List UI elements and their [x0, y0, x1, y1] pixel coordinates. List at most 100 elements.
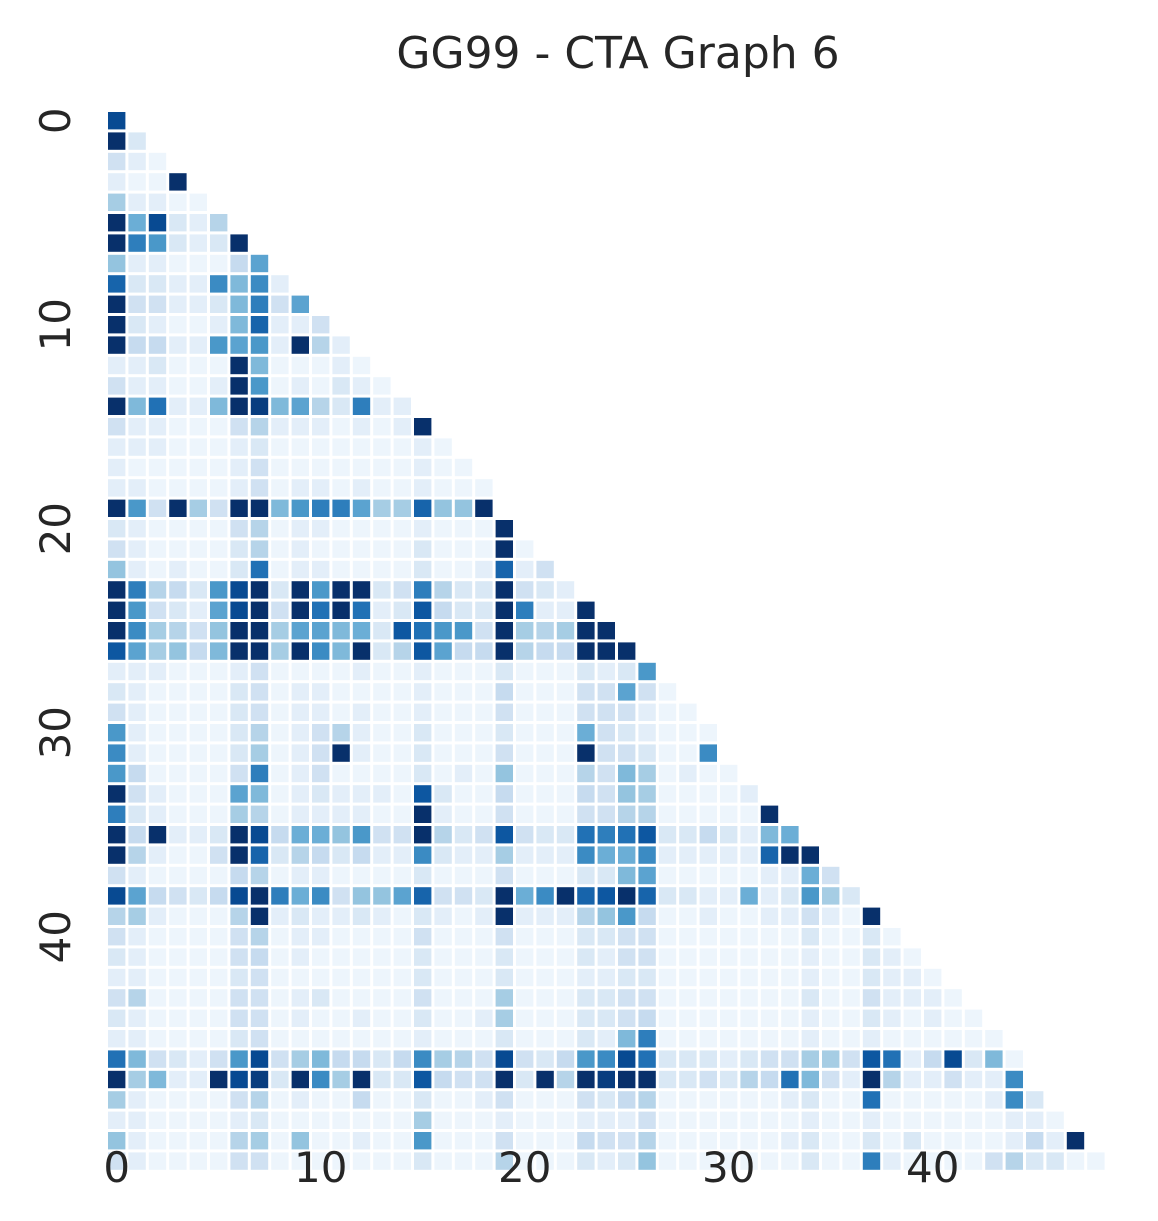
heatmap-cell — [250, 438, 269, 456]
heatmap-cell — [352, 520, 371, 538]
heatmap-cell — [148, 846, 167, 864]
heatmap-cell — [618, 989, 636, 1007]
heatmap-cell — [985, 1030, 1003, 1048]
heatmap-cell — [393, 989, 411, 1007]
heatmap-cell — [760, 805, 779, 823]
heatmap-cell — [434, 499, 452, 517]
heatmap-cell — [679, 1070, 697, 1089]
heatmap-cell — [658, 846, 677, 864]
heatmap-cell — [862, 928, 881, 946]
heatmap-cell — [128, 1009, 146, 1027]
heatmap-cell — [822, 1152, 840, 1170]
heatmap-cell — [1005, 1091, 1023, 1109]
heatmap-cell — [414, 438, 432, 456]
heatmap-cell — [271, 1030, 289, 1048]
heatmap-cell — [169, 785, 187, 803]
heatmap-cell — [291, 662, 309, 681]
heatmap-cell — [189, 336, 207, 354]
heatmap-cell — [577, 805, 595, 823]
heatmap-cell — [454, 703, 473, 721]
heatmap-cell — [536, 703, 554, 721]
heatmap-cell — [597, 1009, 615, 1027]
heatmap-cell — [210, 866, 228, 885]
heatmap-cell — [760, 907, 779, 925]
heatmap-cell — [332, 438, 350, 456]
heatmap-cell — [373, 948, 391, 966]
heatmap-cell — [414, 703, 432, 721]
heatmap-cell — [536, 1070, 554, 1089]
heatmap-cell — [332, 724, 350, 742]
heatmap-cell — [556, 642, 575, 660]
heatmap-cell — [128, 928, 146, 946]
heatmap-cell — [291, 1009, 309, 1027]
heatmap-cell — [679, 907, 697, 925]
heatmap-cell — [475, 479, 493, 497]
heatmap-cell — [862, 1091, 881, 1109]
heatmap-cell — [373, 1030, 391, 1048]
heatmap-cell — [414, 581, 432, 599]
heatmap-cell — [373, 540, 391, 558]
heatmap-cell — [169, 1030, 187, 1048]
heatmap-cell — [108, 520, 126, 538]
heatmap-cell — [536, 560, 554, 579]
heatmap-cell — [210, 724, 228, 742]
heatmap-cell — [352, 642, 371, 660]
heatmap-cell — [454, 1050, 473, 1068]
heatmap-cell — [128, 438, 146, 456]
heatmap-cell — [250, 581, 269, 599]
heatmap-cell — [189, 1111, 207, 1129]
heatmap-cell — [250, 907, 269, 925]
heatmap-cell — [230, 622, 248, 640]
heatmap-cell — [434, 785, 452, 803]
heatmap-cell — [189, 866, 207, 885]
heatmap-cell — [312, 724, 330, 742]
heatmap-cell — [332, 377, 350, 395]
heatmap-cell — [108, 622, 126, 640]
heatmap-cell — [373, 662, 391, 681]
heatmap-cell — [332, 1030, 350, 1048]
heatmap-cell — [556, 1030, 575, 1048]
heatmap-cell — [454, 1152, 473, 1170]
heatmap-cell — [291, 622, 309, 640]
heatmap-cell — [638, 968, 656, 987]
heatmap-cell — [128, 846, 146, 864]
heatmap-cell — [312, 438, 330, 456]
heatmap-cell — [699, 1070, 717, 1089]
heatmap-cell — [128, 622, 146, 640]
heatmap-cell — [189, 683, 207, 701]
heatmap-cell — [332, 336, 350, 354]
heatmap-cell — [638, 1111, 656, 1129]
heatmap-cell — [434, 1030, 452, 1048]
heatmap-cell — [128, 785, 146, 803]
heatmap-cell — [393, 785, 411, 803]
heatmap-cell — [434, 1070, 452, 1089]
heatmap-cell — [516, 826, 534, 844]
heatmap-cell — [189, 397, 207, 415]
heatmap-cell — [210, 479, 228, 497]
heatmap-cell — [210, 622, 228, 640]
heatmap-cell — [128, 764, 146, 783]
heatmap-cell — [189, 418, 207, 436]
heatmap-cell — [434, 601, 452, 619]
heatmap-cell — [781, 1091, 799, 1109]
heatmap-cell — [679, 887, 697, 905]
heatmap-cell — [312, 846, 330, 864]
heatmap-cell — [658, 866, 677, 885]
heatmap-cell — [679, 1132, 697, 1150]
heatmap-cell — [271, 907, 289, 925]
heatmap-cell — [658, 1070, 677, 1089]
heatmap-cell — [373, 418, 391, 436]
heatmap-cell — [740, 805, 758, 823]
heatmap-cell — [577, 928, 595, 946]
heatmap-cell — [332, 560, 350, 579]
heatmap-cell — [352, 826, 371, 844]
heatmap-cell — [210, 499, 228, 517]
x-tick-label: 30 — [702, 1143, 755, 1192]
heatmap-cell — [495, 1030, 513, 1048]
heatmap-cell — [271, 1111, 289, 1129]
heatmap-cell — [352, 744, 371, 762]
heatmap-cell — [434, 989, 452, 1007]
heatmap-cell — [597, 724, 615, 742]
heatmap-cell — [597, 1111, 615, 1129]
heatmap-cell — [148, 703, 167, 721]
